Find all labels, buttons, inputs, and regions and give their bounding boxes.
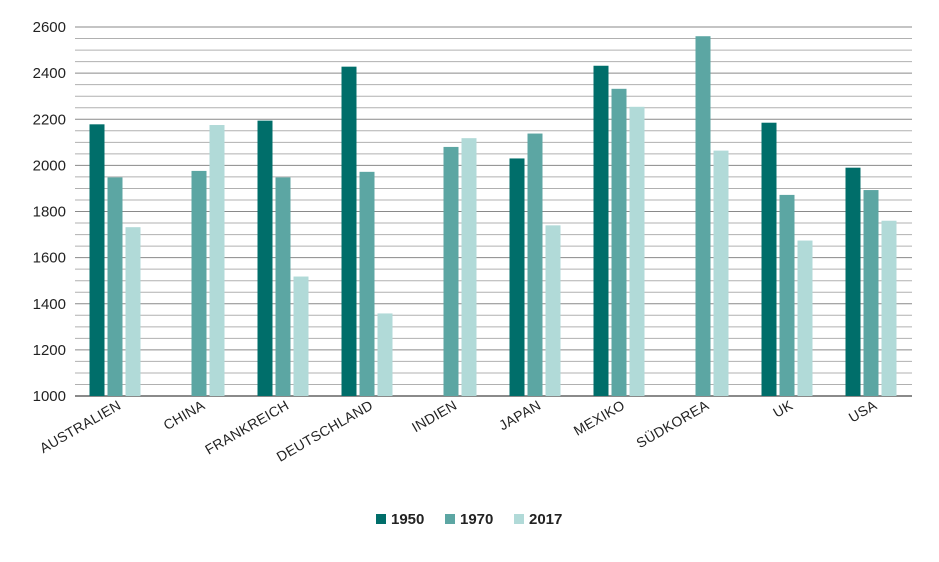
bar-2017 <box>209 125 225 396</box>
legend-swatch-2017 <box>514 514 524 524</box>
bar-1950 <box>341 66 357 396</box>
bar-2017 <box>293 276 309 396</box>
y-tick-label: 2200 <box>33 111 66 128</box>
bar-2017 <box>545 225 561 396</box>
bar-2017 <box>125 227 141 396</box>
bar-1970 <box>695 36 711 396</box>
legend-label: 1970 <box>460 511 493 528</box>
bar-1950 <box>257 120 273 396</box>
bar-1950 <box>761 122 777 396</box>
bar-2017 <box>797 240 813 396</box>
legend-label: 1950 <box>391 511 424 528</box>
category-label: INDIEN <box>409 397 460 435</box>
bar-2017 <box>461 138 477 396</box>
bar-1970 <box>191 170 207 396</box>
bar-1950 <box>845 167 861 396</box>
bar-1950 <box>89 124 105 396</box>
bar-2017 <box>629 106 645 396</box>
bar-2017 <box>881 220 897 396</box>
bar-1970 <box>443 146 459 396</box>
category-label: SÜDKOREA <box>633 396 712 451</box>
category-label: UK <box>770 397 796 421</box>
bar-2017 <box>377 313 393 396</box>
bars <box>89 36 897 397</box>
category-label: MEXIKO <box>571 397 628 439</box>
y-axis: 1000 1200 1400 1600 1800 2000 2200 2400 2600 <box>33 19 66 405</box>
y-tick-label: 2400 <box>33 65 66 82</box>
category-label: CHINA <box>160 397 207 434</box>
legend: 1950 1970 2017 <box>376 511 562 528</box>
bar-1970 <box>275 177 291 396</box>
y-tick-label: 1800 <box>33 204 66 221</box>
bar-1970 <box>863 190 879 396</box>
legend-swatch-1950 <box>376 514 386 524</box>
bar-1970 <box>527 133 543 396</box>
bar-1970 <box>779 194 795 396</box>
bar-2017 <box>713 150 729 396</box>
category-label: USA <box>846 397 880 426</box>
y-tick-label: 1200 <box>33 342 66 359</box>
bar-1950 <box>593 65 609 397</box>
bar-1970 <box>611 88 627 397</box>
legend-label: 2017 <box>529 511 562 528</box>
bar-1970 <box>107 177 123 396</box>
y-tick-label: 1000 <box>33 388 66 405</box>
category-label: JAPAN <box>496 397 543 434</box>
y-tick-label: 2000 <box>33 157 66 174</box>
category-label: AUSTRALIEN <box>37 397 124 456</box>
y-tick-label: 1600 <box>33 250 66 267</box>
bar-1950 <box>509 158 525 396</box>
y-tick-label: 1400 <box>33 296 66 313</box>
y-tick-label: 2600 <box>33 19 66 36</box>
bar-1970 <box>359 171 375 396</box>
legend-swatch-1970 <box>445 514 455 524</box>
